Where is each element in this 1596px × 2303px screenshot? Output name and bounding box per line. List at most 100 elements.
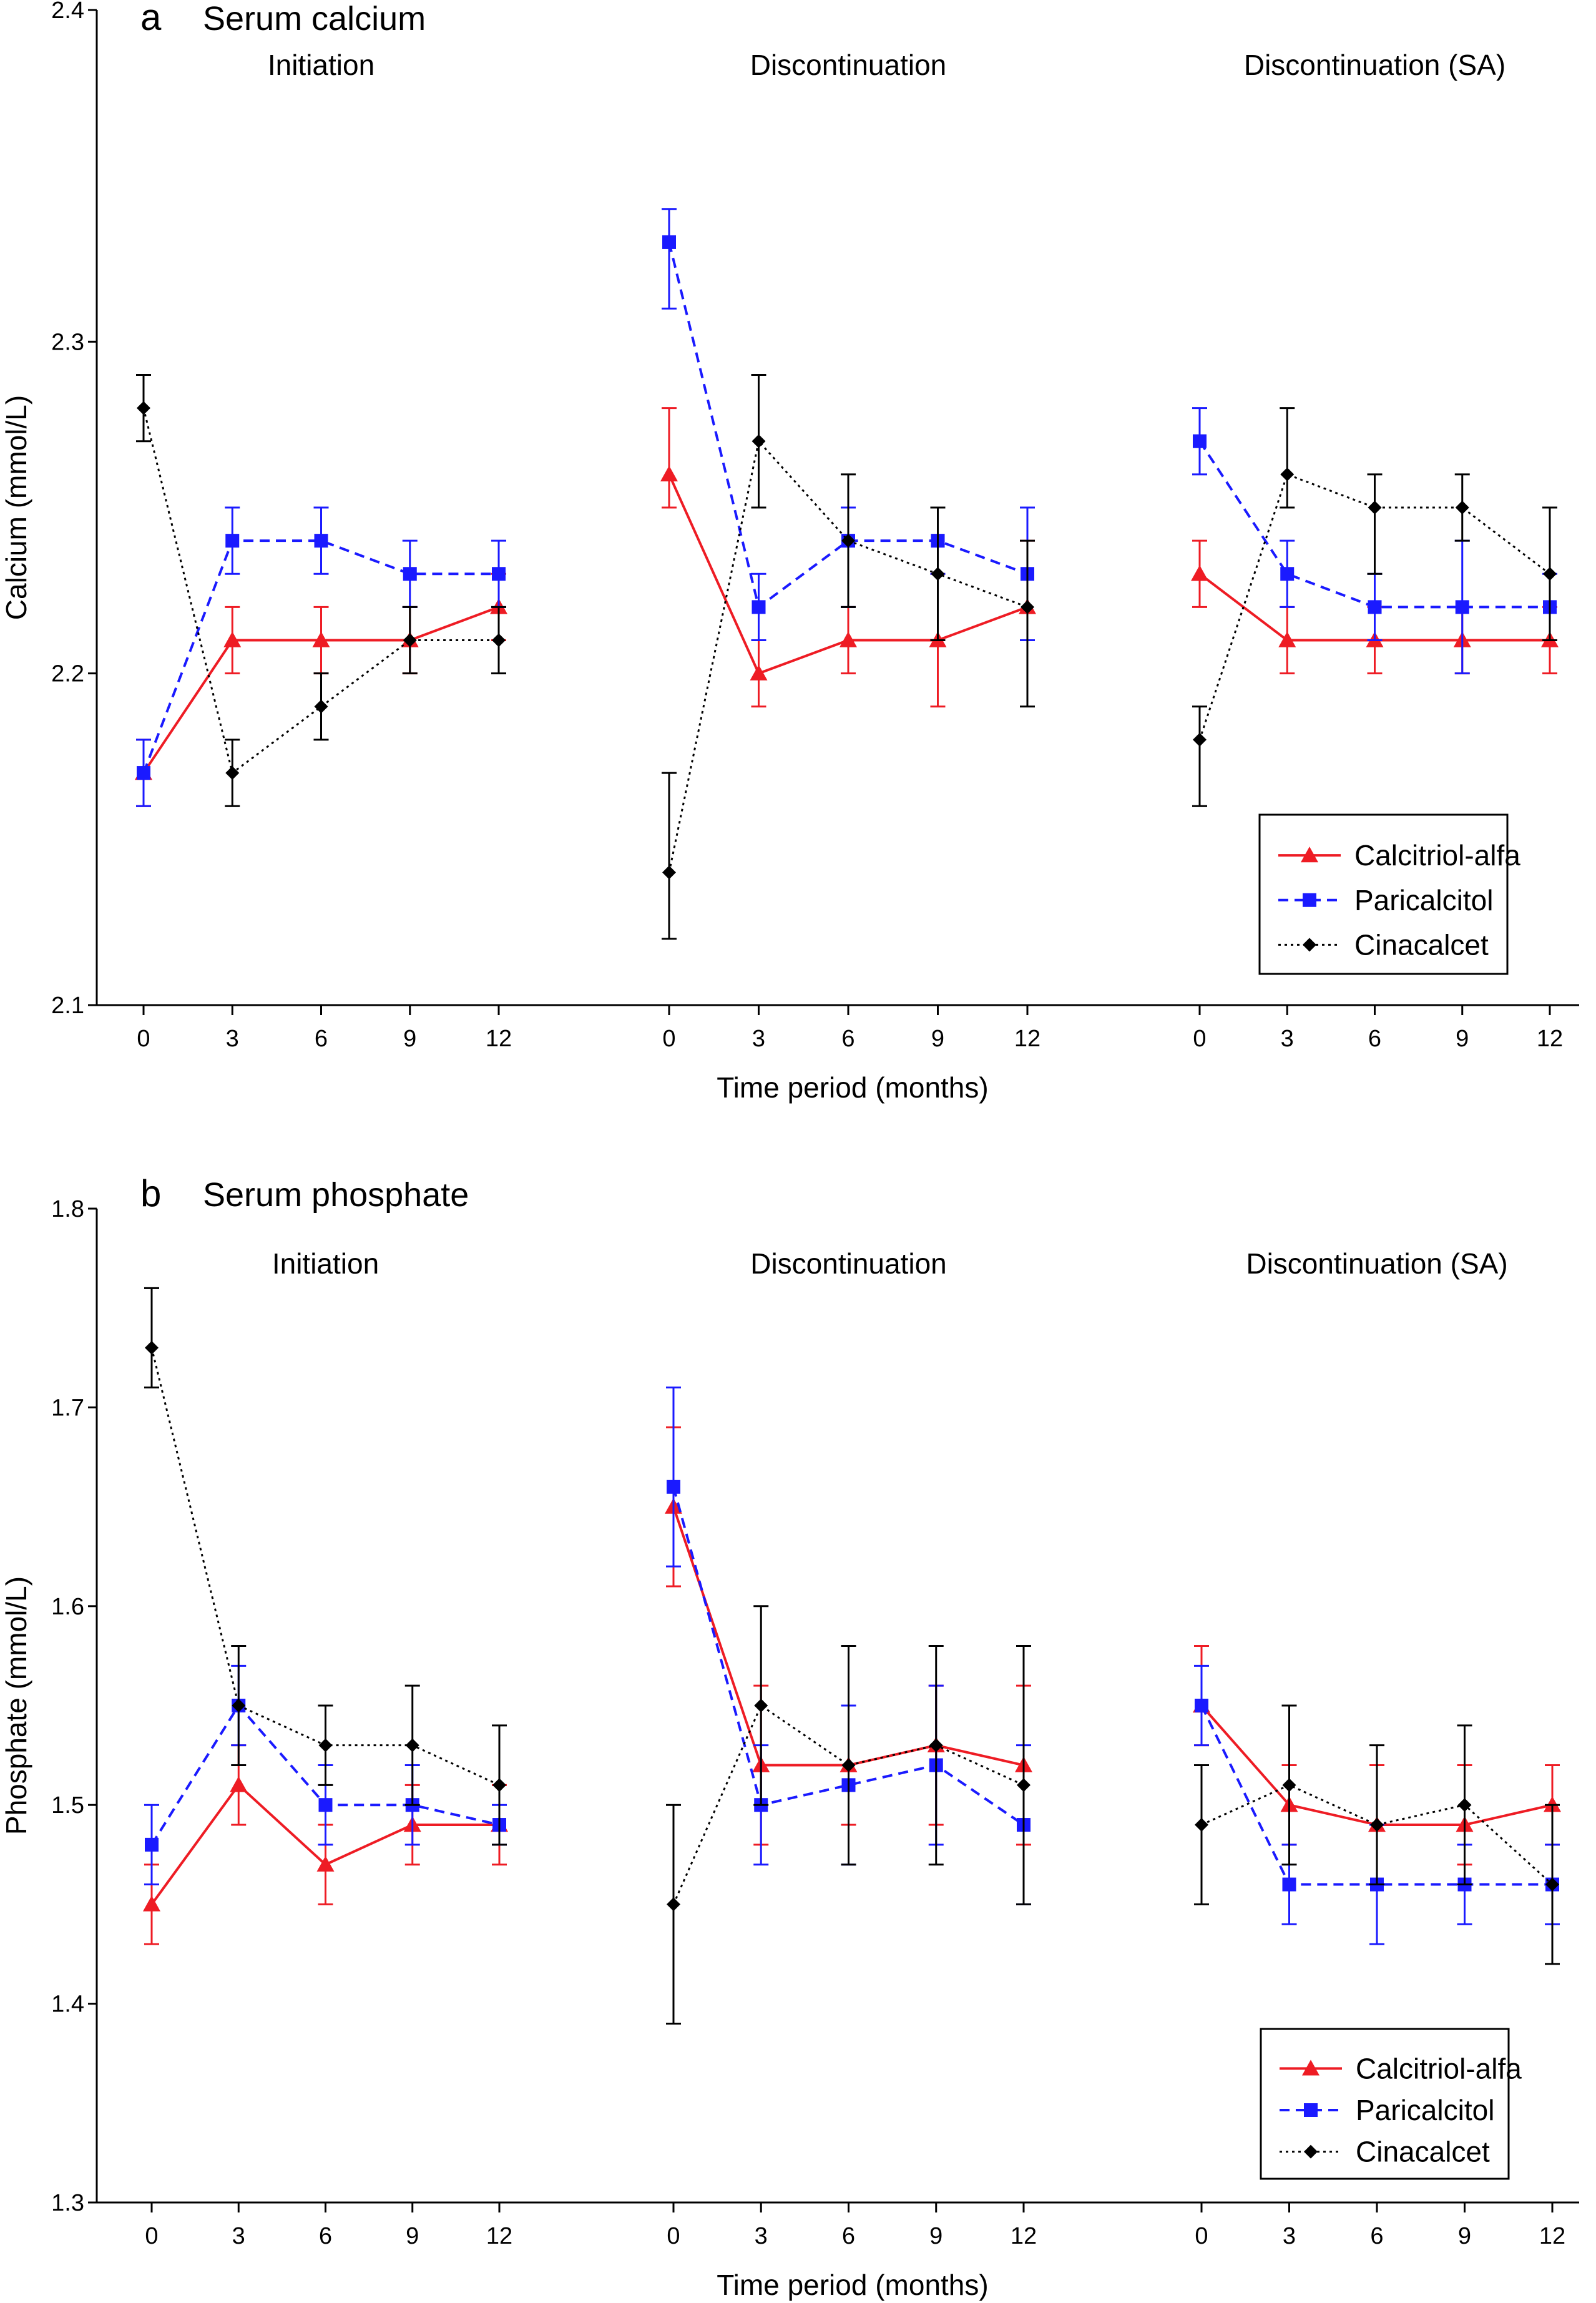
legend: Calcitriol-alfa Paricalcitol Cinacalcet — [1260, 2028, 1522, 2180]
series-cinacalcet — [1194, 1704, 1560, 1965]
y-tick-label: 1.3 — [51, 2190, 84, 2216]
x-tick-label: 12 — [1539, 2223, 1565, 2249]
series-cinacalcet — [144, 1287, 507, 1846]
legend-marker — [1303, 893, 1316, 907]
series-line — [672, 1704, 1024, 1905]
data-point — [403, 567, 417, 581]
series-line — [142, 408, 499, 775]
x-tick-label: 12 — [486, 1026, 512, 1052]
y-tick-label: 2.3 — [51, 329, 84, 355]
data-point — [1191, 565, 1208, 581]
y-tick-label: 1.6 — [51, 1594, 84, 1620]
data-point — [1455, 600, 1469, 614]
data-point — [1370, 1818, 1384, 1832]
series-line — [142, 539, 499, 773]
panel-letter: b — [140, 1172, 161, 1214]
data-point — [751, 600, 766, 614]
x-tick-label: 3 — [1283, 2223, 1296, 2249]
legend-label: Paricalcitol — [1356, 2094, 1494, 2126]
legend-item-calcitriol-alfa: Calcitriol-alfa — [1278, 839, 1520, 872]
data-point — [145, 1837, 159, 1852]
x-tick-label: 0 — [137, 1026, 150, 1052]
series-line — [1200, 1705, 1552, 1886]
data-point — [841, 1758, 856, 1772]
group-initiation: Initiation 0 3 6 9 12 — [135, 49, 512, 1052]
group-title: Initiation — [272, 1247, 379, 1280]
legend-marker — [1303, 938, 1316, 952]
data-point — [1280, 467, 1295, 481]
data-point — [230, 1776, 248, 1792]
data-point — [660, 465, 678, 482]
legend-item-paricalcitol: Paricalcitol — [1278, 884, 1493, 916]
group-title: Discontinuation (SA) — [1244, 49, 1505, 81]
data-point — [840, 631, 857, 647]
data-point — [492, 567, 506, 581]
data-point — [405, 1738, 419, 1752]
data-point — [232, 1699, 246, 1712]
data-point — [1543, 567, 1557, 581]
data-point — [750, 664, 768, 680]
x-axis-title: Time period (months) — [717, 2269, 988, 2301]
data-point — [1017, 1778, 1031, 1792]
group-discontinuation-sa: Discontinuation (SA) 0 3 6 9 12 — [1193, 1247, 1565, 2249]
data-point — [754, 1699, 768, 1712]
x-tick-label: 0 — [1193, 1026, 1206, 1052]
group-discontinuation: Discontinuation 0 3 6 9 12 — [660, 49, 1040, 1052]
legend-label: Calcitriol-alfa — [1354, 839, 1520, 872]
data-point — [667, 1897, 680, 1912]
x-tick-label: 3 — [752, 1026, 765, 1052]
data-point — [1021, 600, 1034, 614]
x-tick-label: 12 — [1537, 1026, 1563, 1052]
data-point — [1368, 600, 1382, 614]
data-point — [225, 534, 240, 548]
x-tick-label: 12 — [1014, 1026, 1040, 1052]
data-point — [403, 633, 417, 647]
x-tick-label: 9 — [931, 1026, 944, 1052]
data-point — [318, 1798, 333, 1812]
x-tick-label: 6 — [842, 2223, 855, 2249]
x-tick-label: 9 — [406, 2223, 419, 2249]
x-tick-label: 6 — [841, 1026, 854, 1052]
x-tick-label: 12 — [1011, 2223, 1037, 2249]
x-axis-title: Time period (months) — [717, 1071, 988, 1104]
y-axis-title: Calcium (mmol/L) — [0, 395, 32, 620]
group-initiation: Initiation 0 3 6 9 12 — [143, 1247, 512, 2249]
x-tick-label: 9 — [403, 1026, 416, 1052]
panel-b: 1.3 1.4 1.5 1.6 1.7 1.8 Phosphate (mmol/L) Time… — [0, 1172, 1579, 2301]
data-point — [1282, 1877, 1296, 1892]
data-point — [1280, 567, 1295, 581]
data-point — [1193, 434, 1207, 448]
legend-item-paricalcitol: Paricalcitol — [1280, 2094, 1494, 2126]
y-tick-label: 1.5 — [51, 1792, 84, 1819]
y-axis-title: Phosphate (mmol/L) — [0, 1576, 32, 1835]
group-title: Discontinuation — [750, 49, 947, 81]
legend-box — [1260, 2028, 1510, 2180]
x-tick-label: 3 — [232, 2223, 245, 2249]
data-point — [1193, 732, 1207, 747]
legend-label: Cinacalcet — [1354, 928, 1489, 961]
data-point — [841, 534, 855, 548]
data-point — [318, 1738, 333, 1752]
x-tick-label: 9 — [1458, 2223, 1471, 2249]
series-cinacalcet — [666, 1605, 1031, 2025]
legend-marker — [1304, 2144, 1318, 2159]
group-title: Discontinuation (SA) — [1246, 1247, 1507, 1280]
data-point — [1195, 1818, 1208, 1832]
legend-item-calcitriol-alfa: Calcitriol-alfa — [1280, 2052, 1522, 2084]
x-tick-label: 6 — [1370, 2223, 1383, 2249]
series-line — [672, 1486, 1025, 1826]
legend-marker — [1301, 847, 1318, 863]
y-tick-label: 1.7 — [51, 1395, 84, 1421]
legend-label: Calcitriol-alfa — [1356, 2052, 1522, 2084]
data-point — [1455, 501, 1469, 514]
x-tick-label: 6 — [319, 2223, 332, 2249]
data-point — [662, 865, 676, 880]
x-tick-label: 3 — [226, 1026, 239, 1052]
x-tick-label: 12 — [486, 2223, 512, 2249]
legend-label: Cinacalcet — [1356, 2136, 1490, 2168]
data-point — [662, 235, 676, 249]
x-tick-label: 3 — [1281, 1026, 1294, 1052]
data-point — [1368, 501, 1382, 514]
legend-label: Paricalcitol — [1354, 884, 1493, 916]
